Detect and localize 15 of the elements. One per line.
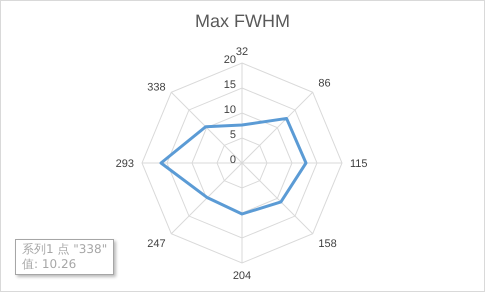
spoke-label: 247 [147,238,166,250]
spoke-label: 32 [236,46,248,58]
y-tick-label: 5 [230,129,236,141]
spoke-label: 115 [350,158,368,170]
y-tick-label: 10 [224,104,236,116]
spoke-label: 338 [147,82,166,94]
spoke-label: 293 [116,158,134,170]
spoke-label: 86 [318,78,331,90]
y-tick-label: 20 [224,54,236,66]
y-tick-label: 0 [230,154,236,166]
spoke-label: 204 [232,270,252,282]
tooltip-box: 系列1 点 "338" 值: 10.26 [15,239,114,275]
y-tick-label: 15 [224,79,236,91]
chart-title: Max FWHM [194,11,291,32]
spoke-label: 158 [318,238,337,250]
